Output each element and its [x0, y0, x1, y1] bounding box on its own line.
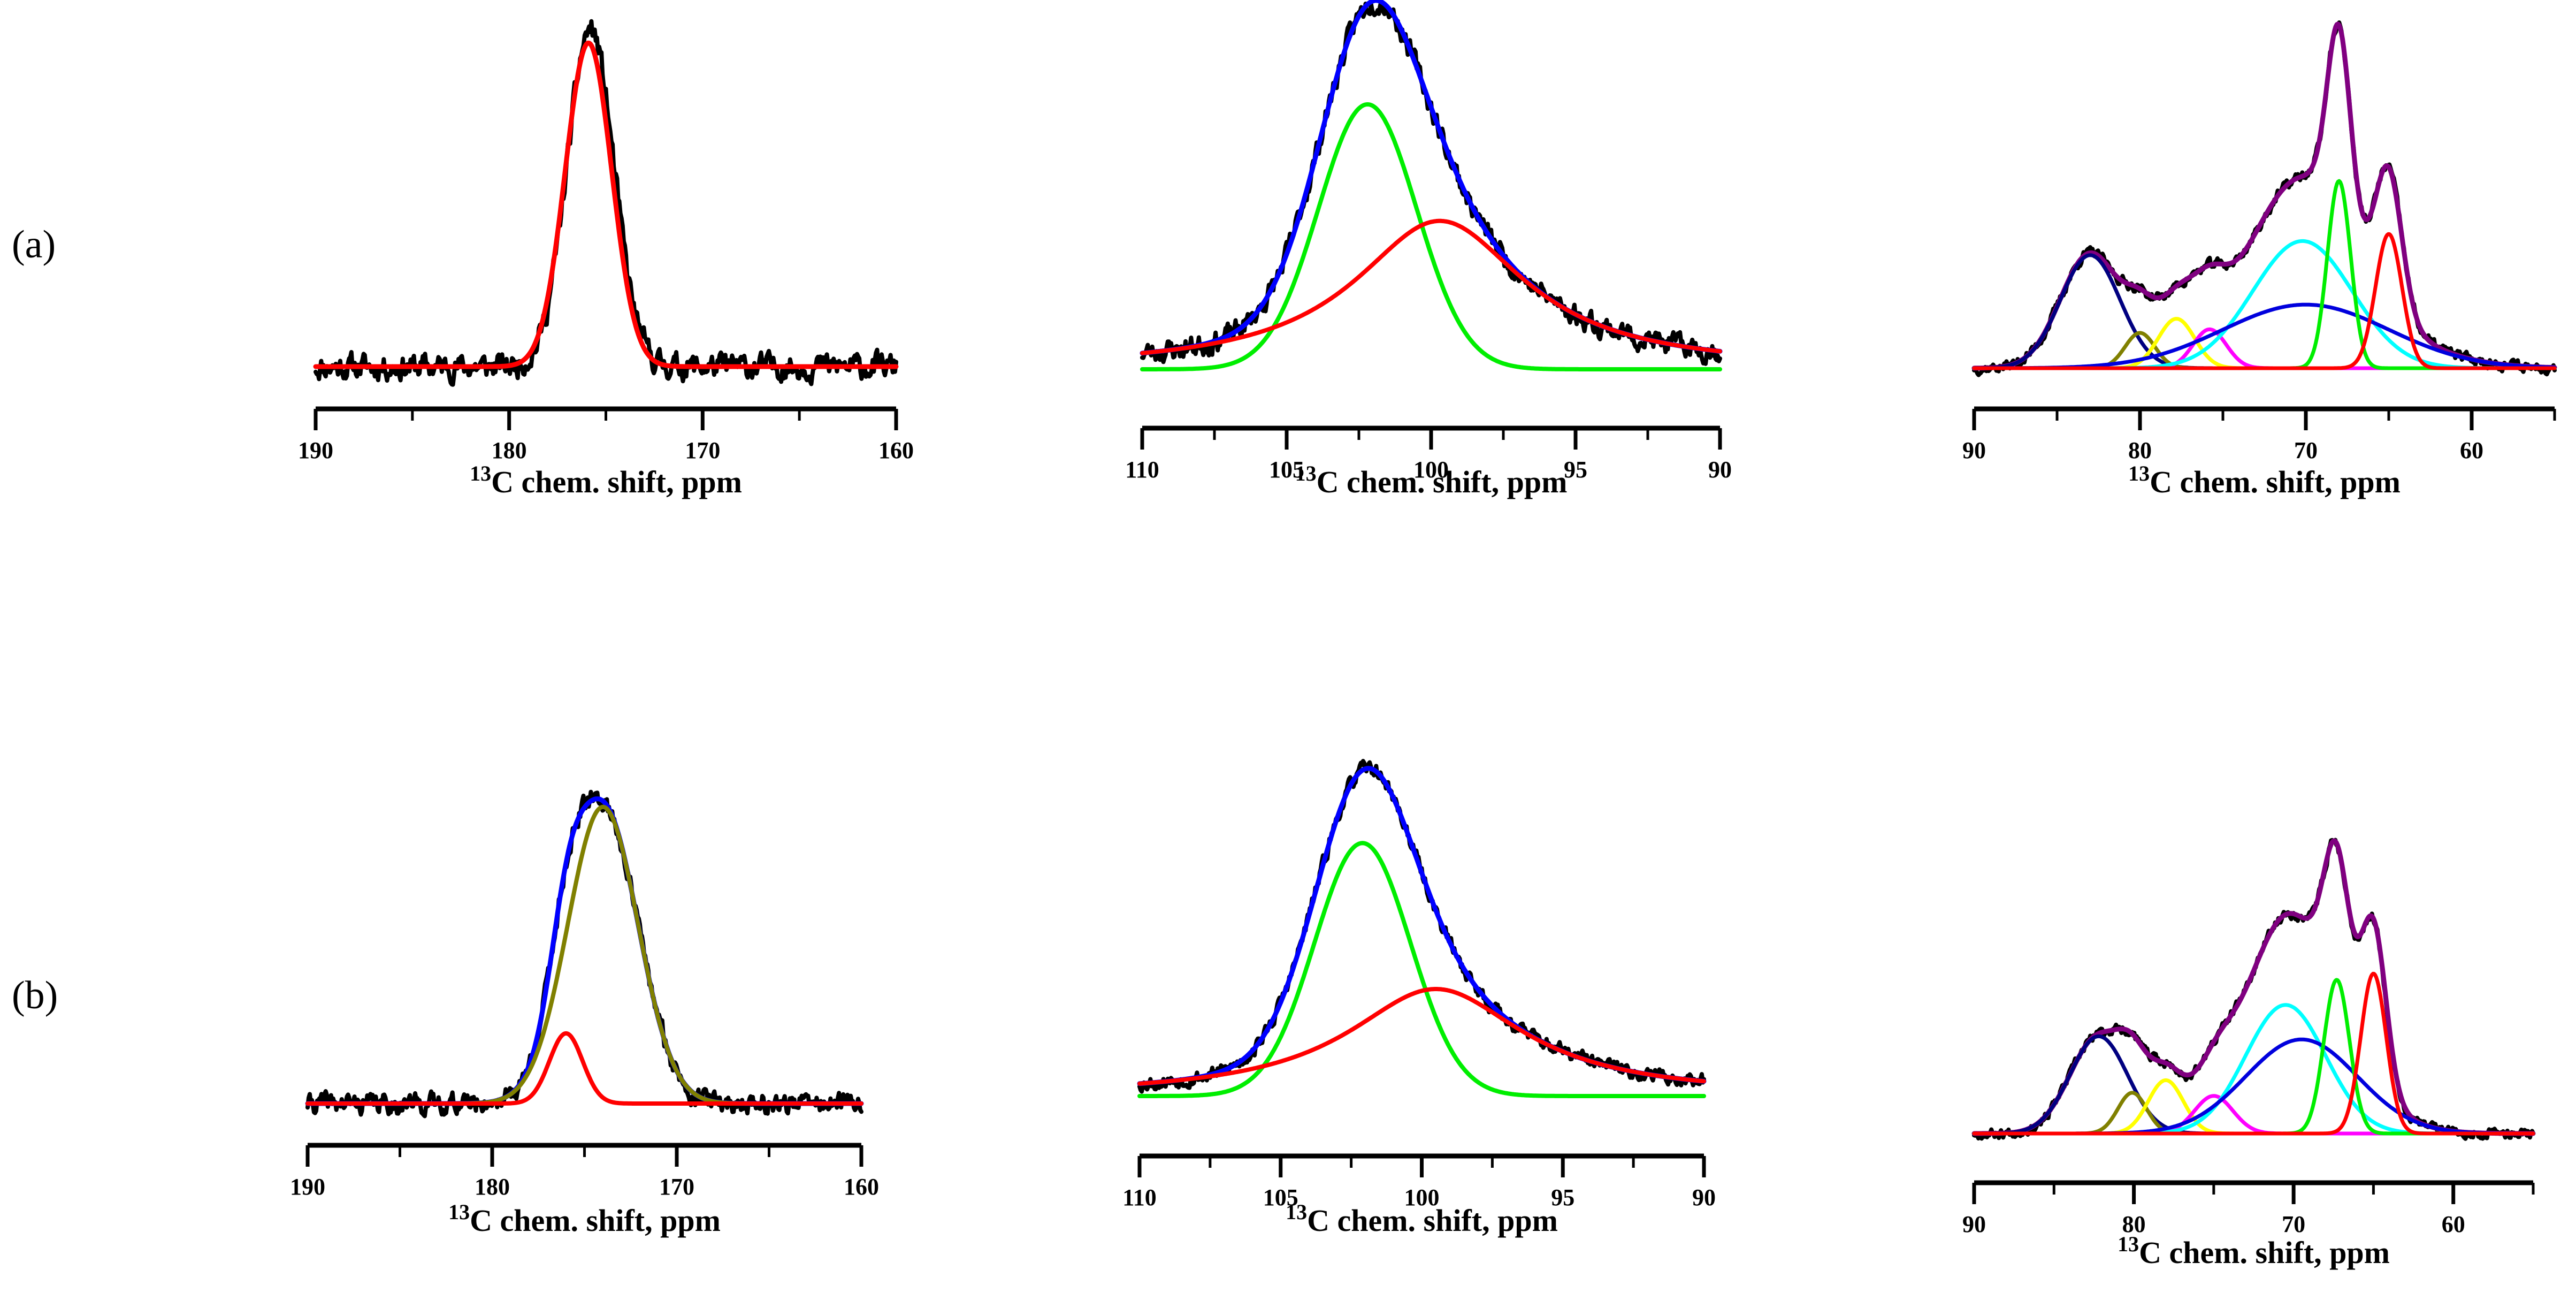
x-tick-label: 100	[1413, 457, 1449, 483]
spectrum-panel-b-c2c6: 90 80 70 60 13C chem. shift, ppm	[1962, 838, 2536, 1270]
x-tick-label: 160	[878, 437, 914, 463]
x-axis-title-text: C chem. shift, ppm	[470, 1203, 721, 1238]
x-tick-label: 105	[1269, 457, 1304, 483]
series-line-0	[1137, 759, 1706, 1094]
x-tick-label: 90	[1692, 1184, 1716, 1211]
spectrum-panel-a-c1: 110 105 100 95 90 13C chem. shift, ppm	[1125, 0, 1732, 499]
series-line-1	[313, 40, 899, 369]
series-line-6	[1972, 239, 2557, 370]
x-tick-label: 100	[1404, 1184, 1440, 1211]
series-line-1	[1137, 766, 1707, 1086]
series-line-7	[1972, 1037, 2535, 1136]
x-axis-title-text: C chem. shift, ppm	[2150, 465, 2401, 499]
series-line-2	[1972, 1034, 2535, 1136]
x-axis-title-superscript: 13	[2128, 461, 2150, 485]
series-line-2	[1140, 102, 1722, 371]
x-tick-label: 110	[1125, 457, 1159, 483]
x-tick-label: 170	[659, 1174, 694, 1200]
series-line-0	[1972, 20, 2557, 377]
x-tick-label: 190	[298, 437, 333, 463]
x-tick-label: 190	[290, 1174, 325, 1200]
x-tick-label: 60	[2460, 437, 2483, 463]
x-axis-title-text: C chem. shift, ppm	[1307, 1203, 1558, 1238]
x-axis-title-superscript: 13	[448, 1200, 470, 1224]
x-tick-label: 80	[2128, 437, 2152, 463]
series-line-3	[1140, 218, 1722, 355]
x-tick-label: 180	[475, 1174, 510, 1200]
x-axis-title-superscript: 13	[470, 461, 491, 485]
x-tick-label: 105	[1263, 1184, 1298, 1211]
series-line-1	[1971, 21, 2557, 371]
series-line-8	[1972, 978, 2535, 1136]
x-tick-label: 90	[1708, 457, 1732, 483]
series-line-0	[1140, 0, 1722, 366]
row-label-b: (b)	[12, 973, 58, 1017]
x-tick-label: 95	[1551, 1184, 1574, 1211]
x-axis-title-text: C chem. shift, ppm	[2139, 1235, 2390, 1270]
series-line-3	[1137, 987, 1706, 1086]
x-tick-label: 90	[1962, 1211, 1986, 1237]
x-axis-title: 13C chem. shift, ppm	[1286, 1200, 1558, 1238]
x-axis-title-text: C chem. shift, ppm	[1317, 465, 1568, 499]
x-tick-label: 80	[2122, 1211, 2146, 1237]
row-label-a: (a)	[12, 223, 56, 267]
x-tick-label: 180	[492, 437, 527, 463]
x-tick-label: 95	[1564, 457, 1587, 483]
x-axis-title-superscript: 13	[2118, 1232, 2139, 1256]
series-line-2	[1137, 841, 1706, 1098]
series-line-9	[1972, 232, 2557, 370]
series-line-7	[1972, 302, 2557, 370]
series-line-5	[1972, 327, 2557, 370]
x-axis-title: 13C chem. shift, ppm	[448, 1200, 721, 1238]
x-tick-label: 60	[2442, 1211, 2465, 1237]
spectrum-panel-a-c2c6: 90 80 70 60 13C chem. shift, ppm	[1962, 20, 2557, 499]
series-line-3	[305, 1031, 863, 1106]
x-tick-label: 170	[685, 437, 720, 463]
series-line-1	[1971, 838, 2536, 1136]
series-line-9	[1972, 971, 2535, 1136]
x-tick-label: 90	[1962, 437, 1986, 463]
x-tick-label: 110	[1122, 1184, 1157, 1211]
spectrum-panel-a-carbonyl: 190 180 170 160 13C chem. shift, ppm	[298, 19, 914, 499]
x-tick-label: 160	[844, 1174, 879, 1200]
x-tick-label: 70	[2282, 1211, 2305, 1237]
series-line-1	[1140, 0, 1723, 356]
spectrum-panel-b-carbonyl: 190 180 170 160 13C chem. shift, ppm	[290, 789, 879, 1238]
x-axis-title: 13C chem. shift, ppm	[470, 461, 742, 499]
series-line-0	[314, 19, 898, 387]
x-axis-title-text: C chem. shift, ppm	[491, 465, 742, 499]
x-axis-title-superscript: 13	[1286, 1200, 1307, 1224]
x-axis-title: 13C chem. shift, ppm	[2118, 1232, 2390, 1270]
x-axis-title: 13C chem. shift, ppm	[1295, 461, 1568, 499]
series-line-2	[305, 804, 863, 1106]
spectrum-panel-b-c1: 110 105 100 95 90 13C chem. shift, ppm	[1122, 759, 1716, 1238]
x-axis-title: 13C chem. shift, ppm	[2128, 461, 2401, 499]
x-tick-label: 70	[2294, 437, 2318, 463]
x-axis-title-superscript: 13	[1295, 461, 1317, 485]
